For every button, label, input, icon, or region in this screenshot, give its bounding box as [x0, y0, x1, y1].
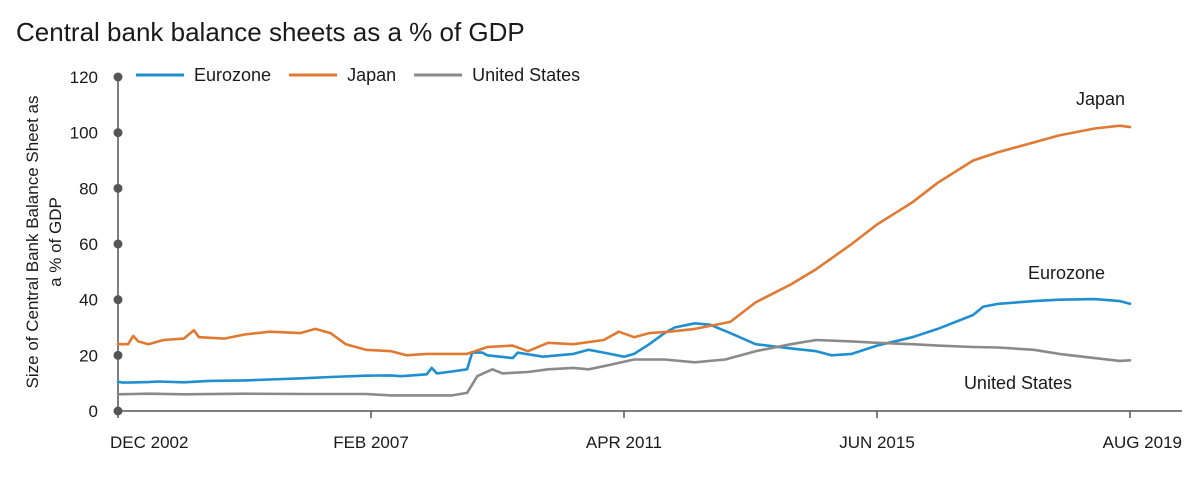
legend: Eurozone Japan United States: [136, 65, 580, 85]
x-tick-label: AUG 2019: [1103, 433, 1182, 452]
x-tick-label: APR 2011: [586, 433, 662, 452]
y-tick-marker: [113, 183, 123, 193]
y-tick-label: 0: [89, 402, 98, 421]
legend-label-united-states: United States: [472, 65, 580, 85]
x-axis: DEC 2002 FEB 2007 APR 2011 JUN 2015 AUG 2019: [110, 410, 1182, 452]
y-tick-marker: [113, 350, 123, 360]
y-axis-label-line-2: a % of GDP: [46, 197, 65, 287]
x-tick-label: FEB 2007: [333, 433, 409, 452]
y-tick-label: 100: [70, 124, 98, 143]
y-axis: 0 20 40 60 80 100 120: [70, 68, 123, 421]
x-tick-label: DEC 2002: [110, 433, 188, 452]
series-end-labels: Eurozone Japan United States: [964, 89, 1125, 393]
y-tick-label: 60: [79, 235, 98, 254]
x-tick-label: JUN 2015: [839, 433, 915, 452]
y-tick-marker: [113, 239, 123, 249]
y-tick-label: 20: [79, 346, 98, 365]
series-line-eurozone: [116, 297, 1132, 384]
series-lines: [116, 124, 1132, 397]
series-end-label-united-states: United States: [964, 373, 1072, 393]
legend-label-japan: Japan: [347, 65, 396, 85]
y-tick-marker: [113, 72, 123, 82]
series-line-united-states: [116, 338, 1132, 397]
chart-title: Central bank balance sheets as a % of GD…: [16, 17, 525, 47]
series-line-japan: [116, 124, 1132, 357]
y-tick-marker: [113, 295, 123, 305]
series-end-label-eurozone: Eurozone: [1028, 263, 1105, 283]
y-tick-label: 80: [79, 179, 98, 198]
y-tick-marker: [113, 128, 123, 138]
y-tick-label: 40: [79, 291, 98, 310]
legend-label-eurozone: Eurozone: [194, 65, 271, 85]
series-end-label-japan: Japan: [1076, 89, 1125, 109]
y-axis-label-line-1: Size of Central Bank Balance Sheet as: [23, 96, 42, 389]
y-tick-label: 120: [70, 68, 98, 87]
